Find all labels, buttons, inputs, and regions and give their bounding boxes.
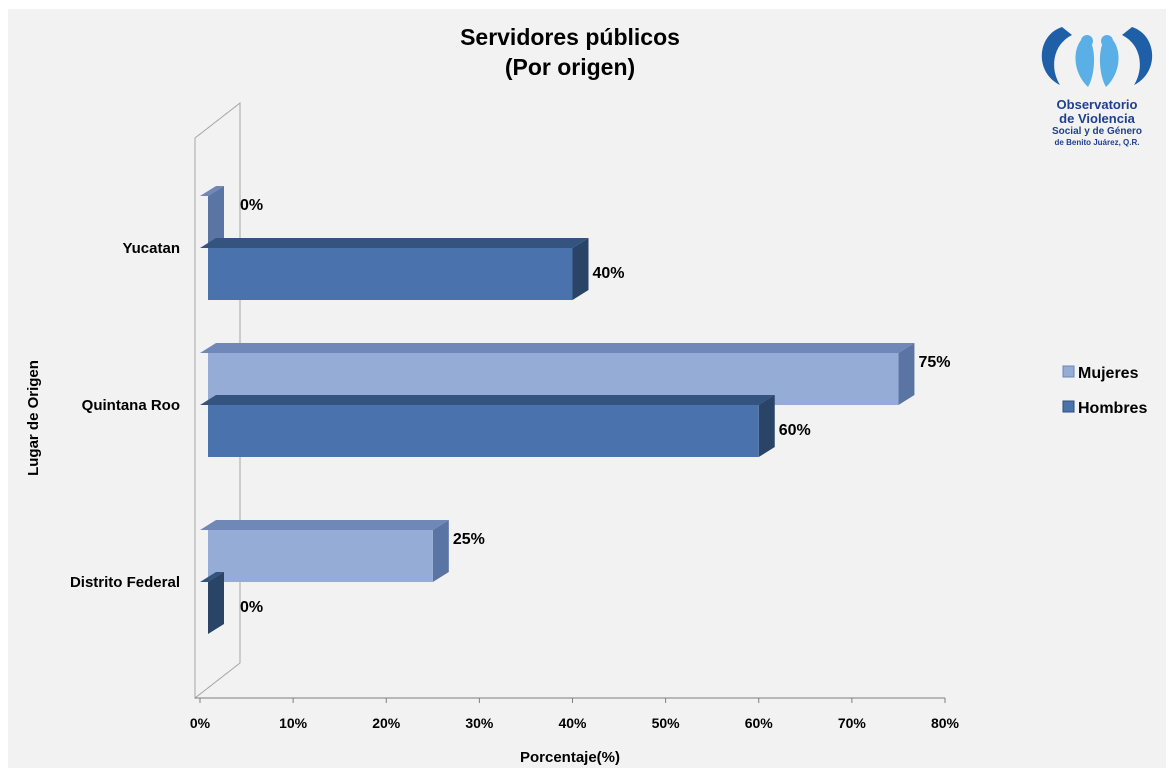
logo-text-line2: de Violencia [1059,111,1135,126]
logo-text-line3: Social y de Género [1051,126,1143,137]
legend-label-mujeres: Mujeres [1078,365,1139,382]
bar-hombres-quintana-roo [200,395,775,457]
legend-swatch-hombres [1062,400,1075,413]
logo-emblem-icon [1041,27,1153,87]
data-label: 75% [918,354,950,371]
bar-mujeres-distrito-federal [200,520,449,582]
data-label: 40% [593,265,625,282]
x-tick-label: 30% [465,715,494,731]
x-tick-label: 60% [745,715,774,731]
legend: Mujeres Hombres [1062,365,1147,417]
bar-hombres-distrito-federal [200,572,224,634]
chart-back-wall [194,101,945,700]
data-label: 25% [453,531,485,548]
chart-subtitle: (Por origen) [504,54,636,80]
bar-hombres-yucatan [200,238,589,300]
legend-label-hombres: Hombres [1078,400,1147,417]
chart-title: Servidores públicos [460,24,680,50]
x-tick-label: 70% [838,715,867,731]
data-label: 60% [779,422,811,439]
legend-swatch-mujeres [1062,365,1075,378]
category-label: Yucatan [122,240,180,257]
bar-mujeres-yucatan [200,186,224,248]
data-label: 0% [240,599,263,616]
x-tick-label: 50% [652,715,681,731]
x-tick-label: 40% [558,715,587,731]
x-tick-label: 20% [372,715,401,731]
x-tick-label: 0% [190,715,211,731]
y-axis-title: Lugar de Origen [25,360,42,476]
observatorio-logo: Observatorio de Violencia Social y de Gé… [1032,17,1162,157]
x-axis-title: Porcentaje(%) [520,749,620,766]
data-label: 0% [240,197,263,214]
logo-text-line4: de Benito Juárez, Q.R. [1054,138,1140,147]
category-label: Quintana Roo [82,397,180,414]
logo-text-line1: Observatorio [1056,97,1138,112]
category-label: Distrito Federal [70,574,180,591]
x-tick-label: 80% [931,715,960,731]
x-tick-label: 10% [279,715,308,731]
